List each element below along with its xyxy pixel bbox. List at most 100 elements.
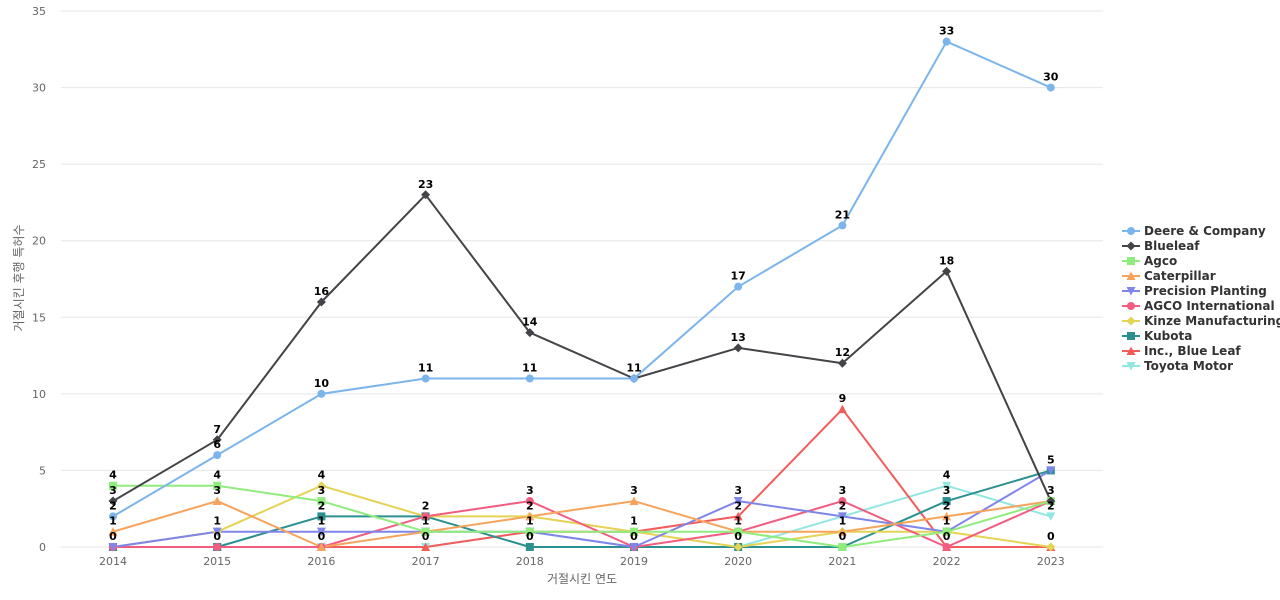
- data-point: [213, 451, 222, 460]
- legend-label: Kubota: [1144, 329, 1192, 343]
- data-label: 7: [213, 423, 221, 436]
- data-label: 14: [522, 316, 538, 329]
- y-tick-label: 10: [32, 388, 46, 401]
- legend-item[interactable]: Kinze Manufacturing: [1122, 314, 1280, 328]
- data-point: [942, 543, 951, 551]
- data-label: 6: [213, 438, 221, 451]
- data-label: 1: [839, 515, 847, 528]
- data-label: 13: [731, 331, 746, 344]
- legend-item[interactable]: Toyota Motor: [1122, 359, 1233, 373]
- data-label: 4: [318, 469, 326, 482]
- data-point: [525, 497, 534, 506]
- series-markers: [108, 37, 1056, 552]
- data-point: [942, 497, 951, 506]
- x-tick-label: 2019: [620, 555, 648, 568]
- data-point: [1046, 496, 1056, 506]
- legend-label: Agco: [1144, 254, 1177, 268]
- data-point: [317, 512, 326, 521]
- data-point: [525, 527, 534, 536]
- data-point: [837, 404, 847, 414]
- y-tick-label: 35: [32, 5, 46, 18]
- data-point: [734, 527, 743, 536]
- legend-item[interactable]: Inc., Blue Leaf: [1122, 344, 1241, 358]
- data-point: [1046, 542, 1056, 552]
- data-label: 21: [835, 208, 850, 221]
- x-tick-label: 2017: [412, 555, 440, 568]
- data-point: [108, 543, 118, 552]
- data-point: [733, 511, 743, 521]
- data-label: 12: [835, 346, 850, 359]
- legend-item[interactable]: Caterpillar: [1122, 269, 1216, 283]
- data-label: 3: [839, 484, 847, 497]
- data-label: 2: [1047, 499, 1055, 512]
- data-point: [630, 527, 638, 536]
- data-point: [838, 543, 847, 551]
- data-label: 1: [318, 515, 326, 528]
- data-label: 0: [213, 530, 221, 543]
- data-point: [316, 481, 326, 491]
- data-label: 0: [734, 530, 742, 543]
- data-point: [525, 543, 534, 551]
- legend-label: Inc., Blue Leaf: [1144, 344, 1241, 358]
- x-axis-ticks: 2014 2015 2016 2017 2018 2019 2020 2021 2022 2023: [99, 555, 1065, 568]
- data-label: 0: [526, 530, 534, 543]
- data-point: [316, 542, 326, 551]
- series-lines: [112, 40, 1052, 548]
- data-point: [837, 527, 847, 536]
- series-line: [112, 484, 1052, 548]
- data-label: 2: [109, 499, 117, 512]
- data-label: 1: [526, 515, 534, 528]
- data-label: 1: [630, 515, 638, 528]
- data-point: [942, 527, 951, 536]
- data-label: 11: [522, 362, 537, 375]
- legend-label: Caterpillar: [1144, 269, 1216, 283]
- data-point: [317, 389, 326, 398]
- data-label: 5: [1047, 453, 1055, 466]
- y-tick-label: 5: [39, 464, 46, 477]
- data-label: 3: [213, 484, 221, 497]
- data-label: 4: [109, 469, 117, 482]
- legend-marker: [1127, 332, 1135, 340]
- data-point: [317, 497, 326, 506]
- data-point: [733, 497, 743, 506]
- data-point: [421, 512, 430, 521]
- legend-label: Deere & Company: [1144, 224, 1266, 238]
- data-label: 23: [418, 178, 433, 191]
- data-point: [942, 266, 952, 276]
- legend-item[interactable]: Precision Planting: [1122, 284, 1267, 298]
- data-label: 0: [318, 530, 326, 543]
- data-point: [733, 542, 743, 552]
- data-label: 3: [630, 484, 638, 497]
- data-point: [1046, 466, 1056, 475]
- data-point: [942, 481, 952, 491]
- data-label: 2: [943, 499, 951, 512]
- data-label: 0: [839, 530, 847, 543]
- legend-item[interactable]: Kubota: [1122, 329, 1192, 343]
- data-label: 0: [109, 530, 117, 543]
- data-point: [109, 512, 117, 521]
- legend-marker: [1127, 257, 1135, 265]
- legend-label: AGCO International: [1144, 299, 1275, 313]
- data-point: [942, 37, 951, 46]
- data-point: [838, 497, 847, 506]
- data-point: [421, 190, 431, 200]
- data-label: 4: [943, 469, 951, 482]
- data-label: 3: [526, 484, 534, 497]
- y-tick-label: 30: [32, 82, 46, 95]
- series-line: [112, 40, 1052, 518]
- legend-item[interactable]: Agco: [1122, 254, 1177, 268]
- legend-item[interactable]: Deere & Company: [1122, 224, 1266, 238]
- legend-item[interactable]: AGCO International: [1122, 299, 1275, 313]
- legend-label: Blueleaf: [1144, 239, 1200, 253]
- data-label: 2: [734, 499, 742, 512]
- x-tick-label: 2022: [933, 555, 961, 568]
- data-point: [525, 328, 535, 338]
- legend-item[interactable]: Blueleaf: [1122, 239, 1200, 253]
- data-point: [733, 343, 743, 353]
- x-tick-label: 2015: [203, 555, 231, 568]
- legend-marker: [1127, 302, 1135, 310]
- legend-label: Toyota Motor: [1144, 359, 1233, 373]
- data-point: [316, 527, 326, 537]
- data-point: [838, 221, 847, 230]
